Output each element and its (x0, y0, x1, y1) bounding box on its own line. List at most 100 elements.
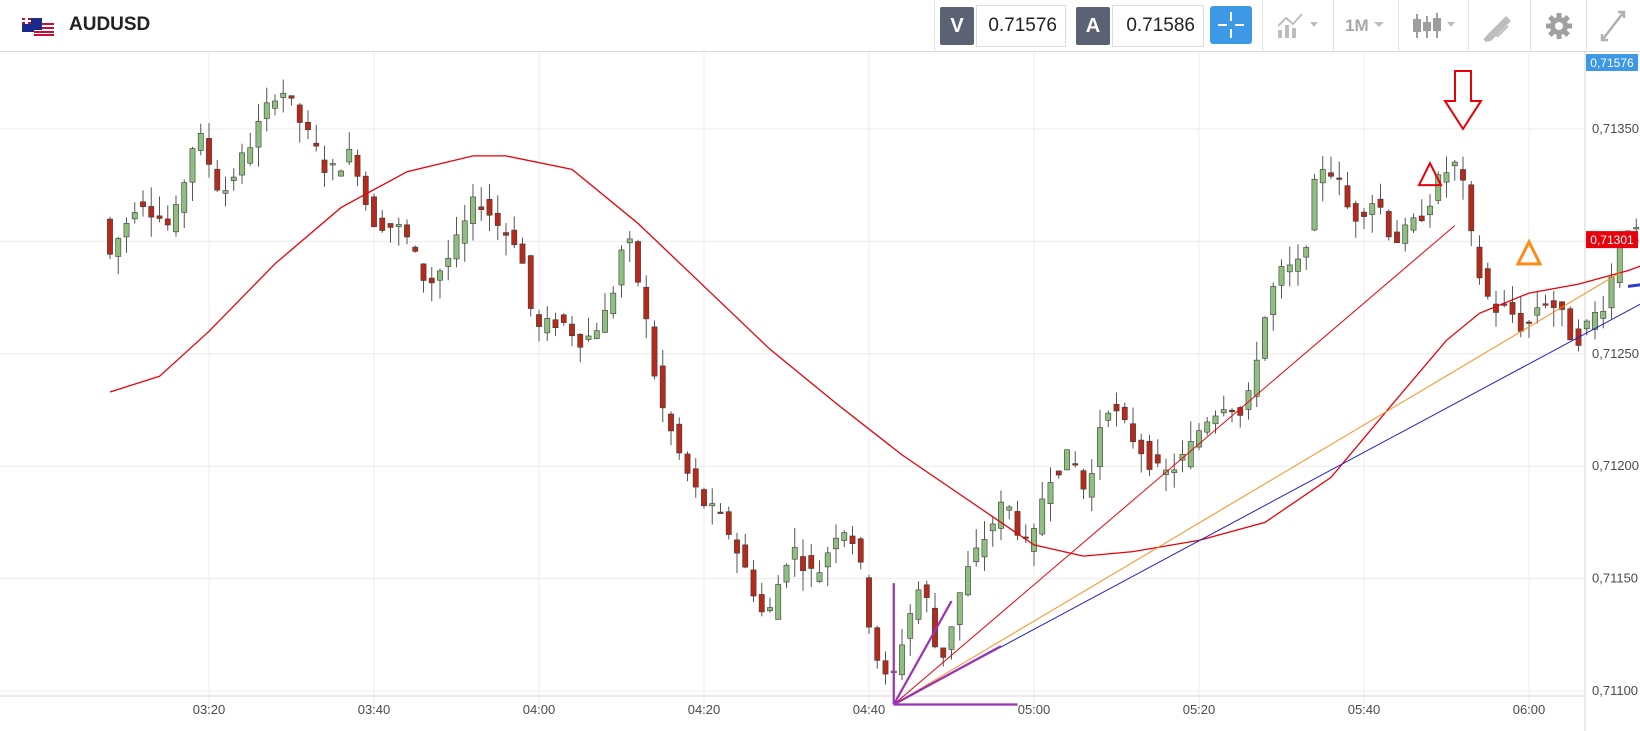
sell-label[interactable]: V (940, 7, 974, 45)
candle-body (816, 572, 823, 582)
candle-body (1286, 264, 1293, 273)
candle-body (379, 217, 386, 231)
candle-body (857, 538, 864, 563)
candle-body (948, 626, 955, 650)
drawing-pencil-icon (1483, 16, 1511, 42)
candle-body (618, 249, 625, 286)
candle-body (874, 627, 881, 661)
candle-body (1220, 409, 1227, 414)
candle-body (371, 196, 377, 228)
sell-price[interactable]: 0.71576 (976, 5, 1066, 47)
candle-body (1451, 161, 1458, 167)
candle-body (1633, 227, 1640, 230)
candle-body (453, 234, 460, 260)
settings-button[interactable] (1534, 0, 1584, 52)
candle-body (1361, 211, 1367, 217)
candle-body (387, 223, 394, 228)
candle-body (1509, 302, 1516, 315)
buy-label[interactable]: A (1076, 7, 1110, 45)
symbol-title: AUDUSD (69, 14, 151, 35)
candle-body (1385, 211, 1392, 238)
x-tick-label: 05:40 (1348, 702, 1381, 717)
candle-body (197, 132, 204, 151)
candle-body (1352, 203, 1359, 222)
candle-body (1435, 174, 1442, 201)
timeframe-selector[interactable]: 1M (1345, 16, 1369, 35)
candle-body (965, 566, 971, 596)
candle-body (214, 168, 221, 191)
candle-body (717, 511, 724, 514)
candle-body (1336, 177, 1343, 180)
candle-body (824, 552, 831, 568)
candle-body (1542, 303, 1549, 306)
candle-body (527, 255, 534, 309)
moving-average (109, 155, 1640, 557)
candle-body (1014, 511, 1021, 536)
crosshair-button[interactable] (1210, 6, 1252, 44)
indicators-button[interactable] (1270, 0, 1328, 52)
price-tag-label: 0,71301 (1590, 233, 1634, 247)
candle-body (577, 334, 584, 348)
candle-body (602, 310, 608, 333)
candle-body (131, 212, 138, 220)
candle-body (412, 246, 419, 252)
candlestick-icon (1413, 13, 1455, 38)
candle-body (1328, 172, 1334, 177)
candle-body (1567, 308, 1574, 341)
candle-body (1534, 307, 1541, 316)
chart-type-button[interactable] (1405, 0, 1463, 52)
drawing-tools-button[interactable] (1474, 0, 1524, 52)
candle-body (1113, 403, 1120, 412)
candle-body (486, 198, 493, 216)
candle-body (206, 138, 212, 165)
candle-body (544, 318, 551, 334)
y-tick-label: 0,71200 (1592, 458, 1639, 473)
candle-body (1055, 470, 1062, 476)
candle-body (1295, 258, 1301, 272)
gear-icon (1546, 13, 1572, 39)
candle-body (1146, 440, 1153, 470)
candle-body (230, 176, 237, 182)
x-tick-label: 06:00 (1513, 702, 1546, 717)
candle-body (1600, 311, 1607, 319)
candle-body (1608, 276, 1615, 309)
price-tag-label: 0,71576 (1590, 56, 1634, 70)
x-tick-label: 03:40 (358, 702, 391, 717)
candle-body (1229, 409, 1235, 413)
candle-body (503, 232, 509, 236)
candle-body (519, 243, 526, 264)
candle-body (1171, 469, 1178, 473)
fan-line (892, 600, 953, 706)
candle-body (156, 215, 163, 219)
price-tags: 0,71576 0,71301 (1586, 54, 1638, 249)
price-axis: 0,713500,713000,712500,712000,711500,711… (1592, 121, 1639, 698)
candle-body (684, 453, 691, 474)
candle-body (569, 323, 575, 337)
candle-body (833, 537, 839, 550)
chevron-down-icon[interactable] (1373, 18, 1385, 30)
candle-body (742, 544, 749, 568)
candle-body (181, 182, 188, 213)
price-chart[interactable]: 0,713500,713000,712500,712000,711500,711… (0, 52, 1640, 731)
chart-toolbar: AUDUSD V 0.71576 A 0.71586 1M (0, 0, 1640, 52)
candle-body (1097, 427, 1103, 467)
candle-body (420, 263, 427, 281)
candle-body (1088, 473, 1095, 498)
buy-price[interactable]: 0.71586 (1112, 5, 1204, 47)
candle-body (263, 102, 270, 119)
candle-body (478, 206, 485, 210)
candle-body (1154, 454, 1161, 464)
fullscreen-button[interactable] (1588, 0, 1638, 52)
candle-body (222, 190, 229, 194)
candle-body (470, 196, 476, 224)
candle-body (107, 218, 113, 255)
candle-body (643, 286, 650, 320)
candle-body (1616, 242, 1623, 283)
candle-body (1303, 247, 1310, 258)
candle-body (783, 564, 790, 583)
candle-body (404, 224, 410, 238)
candle-body (800, 556, 806, 571)
x-tick-label: 03:20 (193, 702, 226, 717)
candle-body (280, 93, 287, 98)
candle-body (115, 238, 122, 257)
